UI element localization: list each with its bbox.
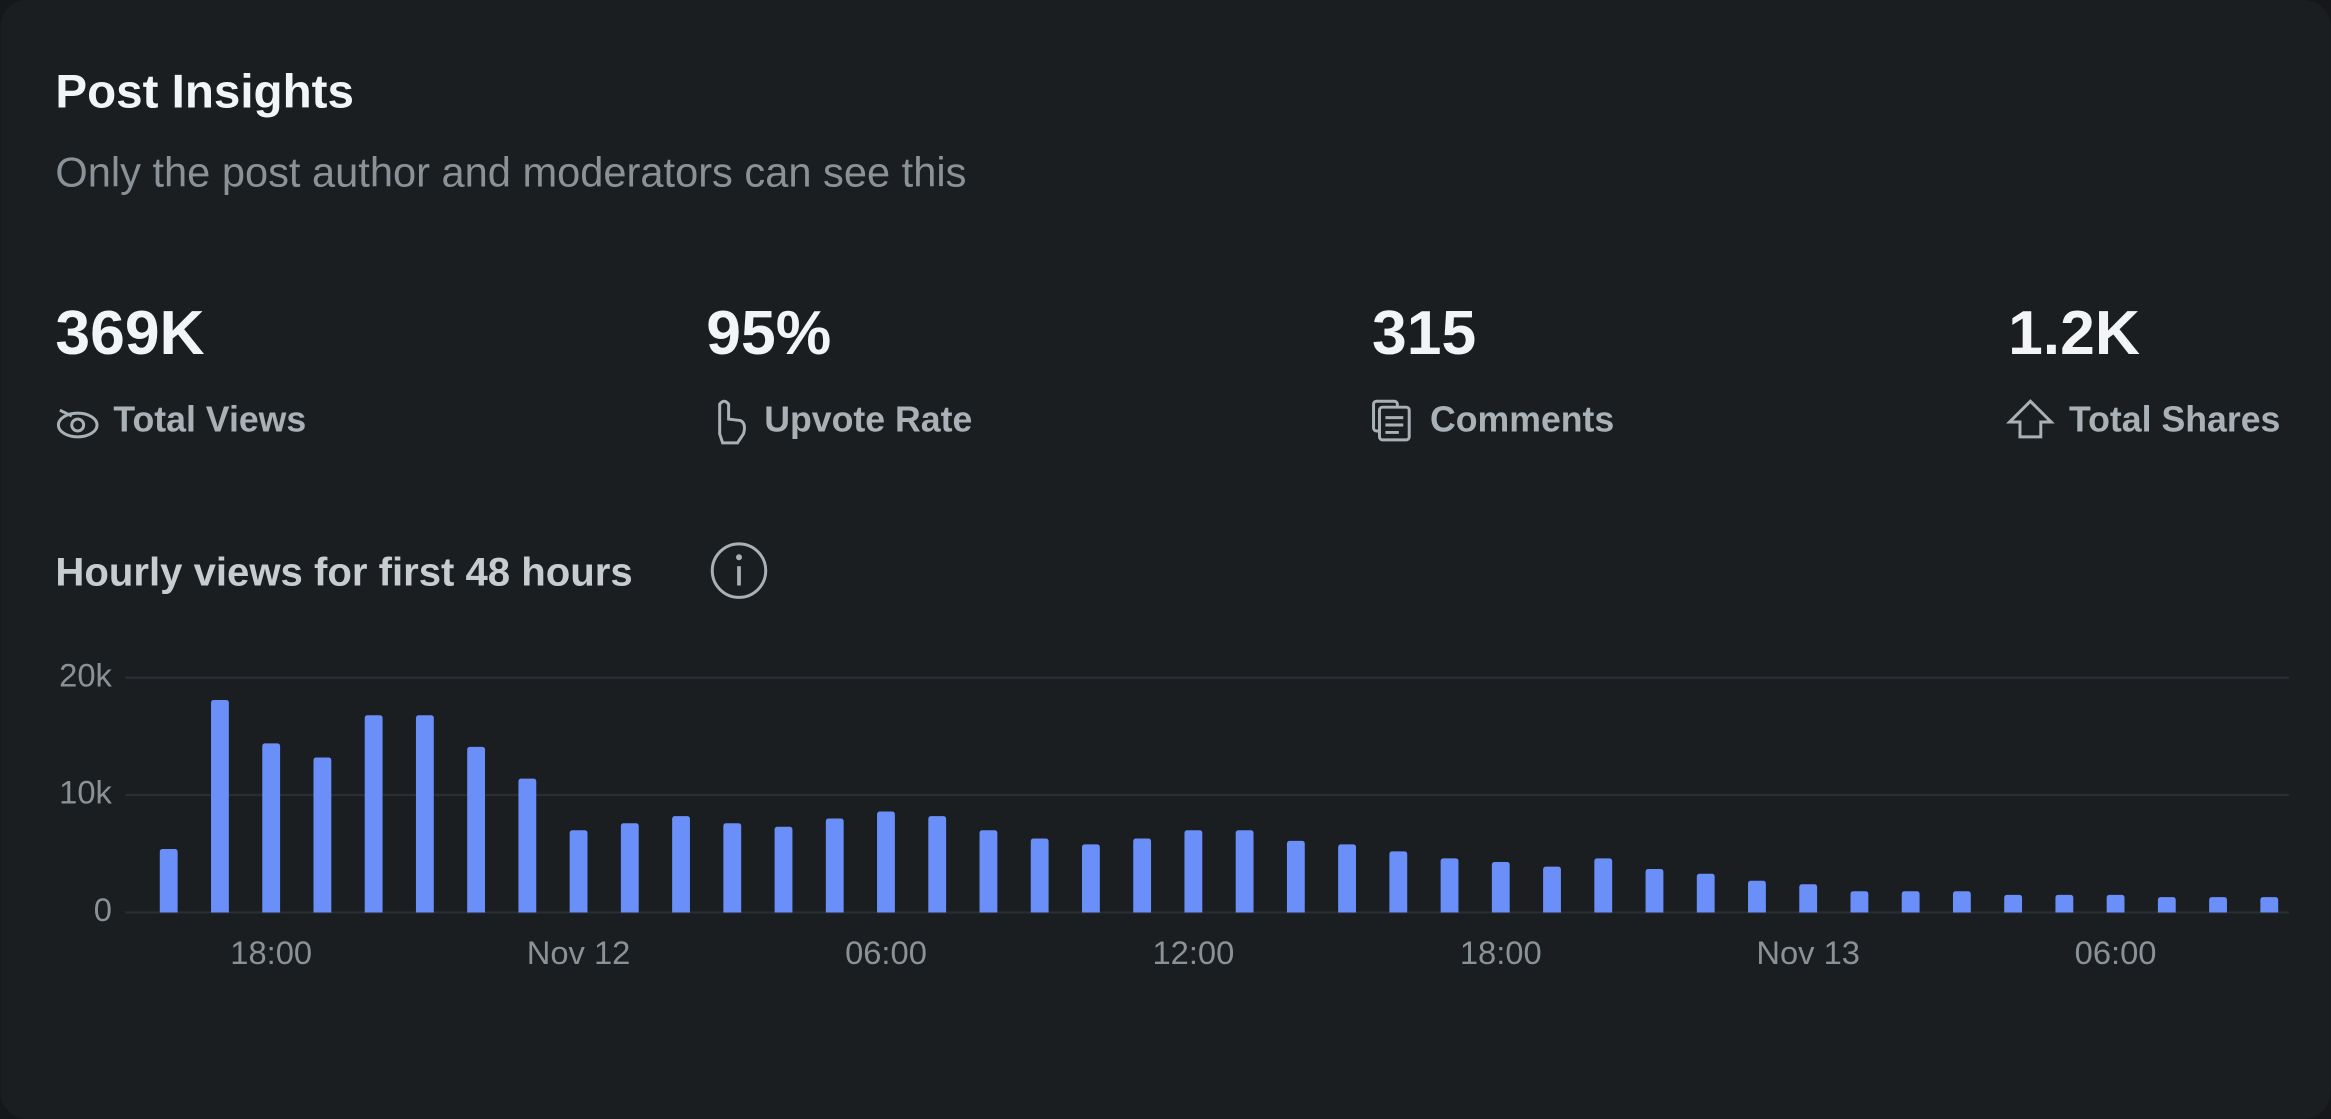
- bar: [262, 743, 281, 913]
- bar: [1440, 858, 1459, 913]
- bar: [364, 715, 383, 913]
- bar: [1952, 891, 1971, 913]
- bar: [979, 830, 998, 913]
- bar: [2106, 894, 2125, 913]
- bar: [518, 778, 537, 913]
- bar: [467, 746, 486, 913]
- bar: [2157, 897, 2176, 913]
- bar: [877, 811, 895, 913]
- bar: [2209, 897, 2227, 913]
- x-tick-label: 18:00: [230, 934, 312, 971]
- x-tick-label: Nov 12: [527, 934, 631, 971]
- bar: [1799, 884, 1818, 913]
- bar: [1286, 840, 1305, 913]
- bar: [825, 818, 844, 913]
- stat-label: Upvote Rate: [764, 399, 972, 439]
- stat-value: 315: [1372, 299, 1476, 368]
- plot: 0 10k 20k 18:00 Nov 12 06:00 12:00 18:00 Nov 13 0…: [59, 656, 2289, 971]
- stat-upvote: 95% Upvote Rate: [706, 299, 972, 445]
- bar: [1543, 866, 1561, 913]
- bar: [1850, 891, 1869, 913]
- x-tick-label: Nov 13: [1756, 934, 1860, 971]
- bar: [1645, 869, 1664, 913]
- bar: [1081, 844, 1100, 913]
- bar: [1338, 844, 1356, 913]
- bar: [1696, 873, 1715, 913]
- bar: [1389, 851, 1408, 913]
- bar: [1901, 891, 1920, 913]
- subtitle: Only the post author and moderators can …: [55, 148, 966, 195]
- stat-shares: 1.2K Total Shares: [2005, 299, 2280, 439]
- bar: [620, 823, 639, 913]
- info-icon[interactable]: [710, 542, 768, 599]
- bar: [1491, 861, 1510, 913]
- bar: [159, 849, 178, 913]
- stat-label: Total Shares: [2069, 399, 2280, 439]
- y-tick-label: 0: [94, 891, 112, 928]
- bar: [1235, 830, 1254, 913]
- eye-icon: [56, 408, 99, 439]
- y-tick-label: 10k: [59, 774, 112, 811]
- bar: [2260, 897, 2279, 913]
- stat-value: 1.2K: [2008, 299, 2140, 368]
- bar: [2004, 894, 2023, 913]
- comments-icon: [1372, 399, 1411, 442]
- title: Post Insights: [55, 66, 354, 119]
- bar: [1748, 880, 1766, 913]
- bar: [569, 830, 588, 913]
- stat-label: Comments: [1430, 399, 1614, 439]
- bar: [672, 816, 690, 913]
- stat-label: Total Views: [113, 399, 306, 439]
- x-tick-label: 06:00: [2075, 934, 2157, 971]
- stat-value: 95%: [706, 299, 831, 368]
- bar: [1184, 830, 1203, 913]
- stat-comments: 315 Comments: [1372, 299, 1614, 442]
- bar: [415, 715, 434, 913]
- x-tick-label: 18:00: [1460, 934, 1542, 971]
- bar: [313, 757, 332, 913]
- y-tick-label: 20k: [59, 656, 112, 693]
- stat-views: 369K Total Views: [55, 299, 306, 440]
- bar: [1133, 838, 1152, 913]
- share-icon: [2005, 399, 2055, 439]
- bar: [2055, 894, 2074, 913]
- x-tick-label: 12:00: [1152, 934, 1234, 971]
- bar: [774, 826, 793, 913]
- bar: [1594, 858, 1613, 913]
- x-tick-label: 06:00: [845, 934, 927, 971]
- bar: [723, 823, 742, 913]
- stat-value: 369K: [55, 299, 204, 368]
- bar: [211, 699, 229, 913]
- upvote-icon: [718, 399, 746, 445]
- bar: [1030, 838, 1049, 913]
- bar: [928, 816, 947, 913]
- chart-title: Hourly views for first 48 hours: [55, 550, 632, 595]
